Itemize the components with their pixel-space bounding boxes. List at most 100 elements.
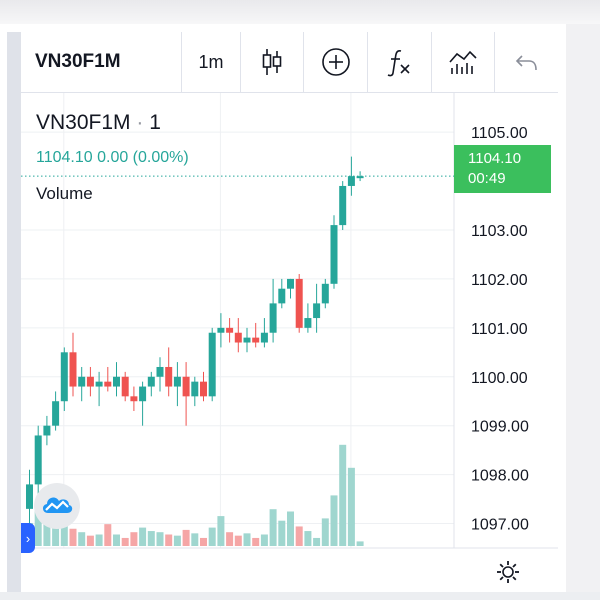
candle-body [356, 176, 364, 179]
gear-icon [495, 559, 521, 590]
chart-toolbar: VN30F1M 1m [21, 32, 558, 93]
volume-bar [121, 537, 129, 546]
candle-body [243, 337, 251, 343]
chart-settings-button[interactable] [493, 559, 523, 589]
volume-bar [217, 516, 225, 546]
volume-bar [86, 535, 94, 546]
candle-body [217, 327, 225, 333]
volume-bar [330, 495, 338, 546]
legend-price-change: 1104.10 0.00 (0.00%) [36, 149, 189, 166]
candle-body [321, 283, 329, 304]
chart-area[interactable]: 1105.00 1103.00 1102.00 1101.00 1100.00 1099.… [21, 93, 558, 583]
chart-type-button[interactable] [241, 32, 305, 92]
volume-bar [95, 534, 103, 546]
volume-bar [260, 534, 268, 546]
volume-bar [52, 527, 60, 546]
candle-body [121, 376, 129, 397]
tradingview-logo-button[interactable] [34, 483, 80, 529]
candle-body [43, 425, 51, 436]
candle-body [34, 435, 42, 485]
volume-bar [252, 537, 260, 546]
volume-bar [304, 531, 312, 546]
top-band [0, 0, 600, 24]
y-axis-tick-label: 1102.00 [471, 272, 528, 289]
volume-bar [43, 520, 51, 546]
bar-countdown: 00:49 [468, 170, 506, 187]
candle-body [26, 484, 33, 509]
volume-bar [113, 534, 120, 546]
volume-bar [69, 528, 77, 546]
cloud-logo-icon [40, 493, 74, 520]
candle-body [339, 185, 347, 226]
candle-body [95, 381, 103, 387]
last-price-label: 1104.10 00:49 [454, 145, 551, 193]
volume-bar [295, 526, 303, 546]
y-axis-tick-label: 1100.00 [471, 370, 528, 387]
candle-body [287, 278, 294, 289]
volume-bar [278, 520, 286, 546]
volume-bar [104, 524, 112, 546]
volume-bar [347, 467, 355, 546]
volume-bar [139, 527, 147, 546]
y-axis-tick-label: 1105.00 [471, 125, 528, 142]
add-compare-icon [320, 46, 352, 78]
templates-icon [448, 48, 478, 76]
undo-icon [514, 50, 540, 74]
candle-body [304, 318, 312, 328]
candle-body [330, 225, 338, 284]
left-toolbar-strip [7, 32, 21, 592]
candle-body [130, 396, 138, 402]
symbol-search-button[interactable]: VN30F1M [21, 32, 183, 92]
candle-body [260, 332, 268, 343]
volume-bar [208, 527, 216, 546]
volume-bar [356, 541, 364, 546]
volume-bar [173, 535, 181, 546]
volume-bar [234, 535, 242, 546]
legend-separator: · [136, 111, 144, 134]
legend-interval: 1 [149, 111, 161, 134]
candle-body [191, 381, 199, 397]
candle-body [269, 303, 277, 333]
candle-body [104, 381, 112, 387]
volume-bar [182, 529, 190, 546]
candle-body [86, 376, 94, 387]
volume-bar [130, 532, 138, 546]
candle-body [295, 278, 303, 328]
volume-bar [78, 532, 86, 546]
interval-button[interactable]: 1m [182, 32, 241, 92]
undo-button[interactable] [495, 32, 558, 92]
candle-body [173, 376, 181, 387]
left-panel-toggle[interactable]: › [21, 523, 35, 553]
last-price-value: 1104.10 [468, 150, 522, 167]
templates-button[interactable] [432, 32, 496, 92]
legend-symbol: VN30F1M [36, 111, 131, 134]
y-axis-tick-label: 1099.00 [471, 419, 529, 436]
y-axis-tick-label: 1101.00 [471, 321, 528, 338]
volume-bar [269, 509, 277, 546]
candle-body [347, 176, 355, 186]
volume-bar [313, 537, 321, 546]
volume-bar [226, 532, 234, 546]
candle-body [278, 288, 286, 304]
volume-bar [60, 525, 68, 546]
volume-bar [147, 531, 155, 546]
compare-button[interactable] [304, 32, 369, 92]
candles-icon [261, 47, 283, 77]
volume-bar [156, 532, 164, 546]
right-margin [566, 24, 600, 600]
candle-body [234, 332, 242, 343]
legend-title: VN30F1M · 1 [36, 111, 161, 135]
y-axis-tick-label: 1098.00 [471, 468, 529, 485]
candle-body [226, 327, 234, 333]
y-axis-tick-label: 1103.00 [471, 223, 528, 240]
candle-body [69, 352, 77, 387]
candle-body [139, 386, 147, 402]
indicators-button[interactable] [368, 32, 432, 92]
candle-body [60, 352, 68, 402]
candle-body [52, 401, 60, 426]
candle-body [200, 381, 207, 397]
candle-body [182, 376, 190, 397]
bottom-edge [0, 592, 600, 600]
chevron-right-icon: › [25, 530, 31, 546]
volume-bar [191, 533, 199, 546]
